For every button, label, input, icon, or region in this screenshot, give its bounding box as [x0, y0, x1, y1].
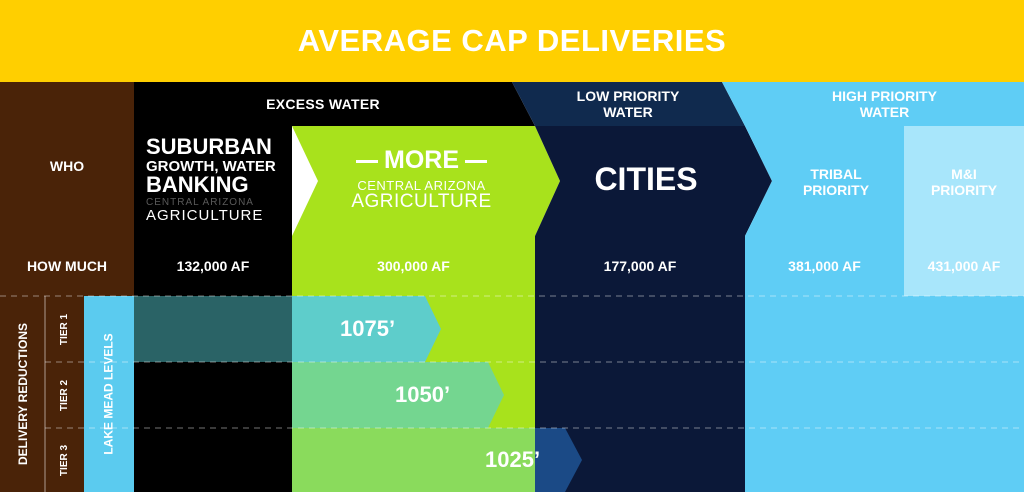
dash-decoration	[465, 159, 487, 163]
tier3-label: TIER 3	[59, 444, 71, 476]
tier2-level-arrow	[292, 362, 504, 428]
suburban-block	[134, 126, 292, 236]
excess-water-header	[134, 82, 535, 126]
suburban-line3: BANKING	[146, 172, 249, 197]
amount-more: 300,000 AF	[377, 258, 450, 274]
more-label: MORE	[384, 146, 459, 174]
tribal-amount-cell	[745, 236, 904, 296]
suburban-sub-line1: CENTRAL ARIZONA	[146, 197, 254, 208]
tier3-more-arrow	[292, 428, 535, 492]
tier2-label: TIER 2	[59, 379, 71, 411]
tier1-excess-shade	[134, 296, 292, 362]
tier1-label: TIER 1	[59, 313, 71, 345]
more-agriculture-block	[292, 126, 560, 236]
tribal-priority-label: TRIBAL PRIORITY	[772, 160, 900, 204]
mi-line2: PRIORITY	[930, 182, 998, 198]
low-priority-line1: LOW PRIORITY	[576, 88, 680, 104]
suburban-amount-cell	[134, 236, 292, 296]
lake-mead-levels-label: LAKE MEAD LEVELS	[102, 333, 116, 455]
high-priority-reduction-column	[745, 296, 1024, 492]
mi-priority-label: M&I PRIORITY	[904, 160, 1024, 204]
tier3-level-label: 1025’	[485, 447, 541, 472]
suburban-sub-line2: AGRICULTURE	[146, 207, 264, 224]
how-much-label: HOW MUCH	[26, 258, 108, 274]
high-priority-header-label: HIGH PRIORITY WATER	[745, 82, 1024, 126]
tier1-level-label: 1075’	[340, 316, 396, 341]
tier2-level-label: 1050’	[395, 382, 451, 407]
low-priority-header-label: LOW PRIORITY WATER	[528, 82, 728, 126]
cities-amount-cell	[535, 236, 745, 296]
low-priority-line2: WATER	[603, 104, 653, 120]
amount-mi: 431,000 AF	[927, 258, 1001, 274]
title-banner	[0, 0, 1024, 82]
tribal-line2: PRIORITY	[802, 182, 870, 198]
high-priority-line2: WATER	[859, 104, 910, 120]
suburban-who-text: SUBURBAN GROWTH, WATER BANKING CENTRAL A…	[146, 136, 292, 236]
mi-amount-cell	[904, 236, 1024, 296]
more-heading: MORE	[300, 148, 543, 173]
more-sub-line2: AGRICULTURE	[351, 191, 492, 212]
amount-suburban: 132,000 AF	[176, 258, 250, 274]
delivery-reductions-label: DELIVERY REDUCTIONS	[16, 322, 30, 466]
delivery-reductions-column	[0, 296, 84, 492]
amount-cities: 177,000 AF	[603, 258, 677, 274]
mi-line1: M&I	[951, 166, 977, 182]
tier3-cities-arrow	[535, 428, 582, 492]
delivery-reductions-label-wrap: DELIVERY REDUCTIONS	[5, 296, 41, 492]
page-title: AVERAGE CAP DELIVERIES	[297, 23, 727, 58]
suburban-line2: GROWTH, WATER	[146, 158, 276, 175]
excess-water-header-label: EXCESS WATER	[266, 96, 380, 112]
mi-priority-block	[904, 126, 1024, 236]
tier1-label-wrap: TIER 1	[48, 296, 82, 362]
row-header-column	[0, 82, 134, 296]
more-amount-cell	[292, 236, 535, 296]
tier1-level-arrow	[292, 296, 441, 362]
cities-block	[535, 126, 772, 236]
high-priority-line1: HIGH PRIORITY	[831, 88, 937, 104]
cities-label: CITIES	[594, 160, 698, 197]
dash-decoration	[356, 159, 378, 163]
tribal-priority-block	[745, 126, 904, 236]
tier2-label-wrap: TIER 2	[48, 362, 82, 428]
amount-tribal: 381,000 AF	[788, 258, 861, 274]
low-priority-header	[512, 82, 745, 126]
more-who-text: MORE CENTRAL ARIZONA AGRICULTURE	[300, 148, 543, 228]
high-priority-header	[722, 82, 1024, 126]
suburban-line1: SUBURBAN	[146, 134, 272, 159]
lake-mead-levels-strip	[84, 296, 134, 492]
who-label: WHO	[49, 158, 85, 174]
more-sub-line1: CENTRAL ARIZONA	[357, 178, 486, 193]
tier3-label-wrap: TIER 3	[48, 428, 82, 492]
lake-mead-levels-label-wrap: LAKE MEAD LEVELS	[84, 296, 134, 492]
tribal-line1: TRIBAL	[810, 166, 862, 182]
